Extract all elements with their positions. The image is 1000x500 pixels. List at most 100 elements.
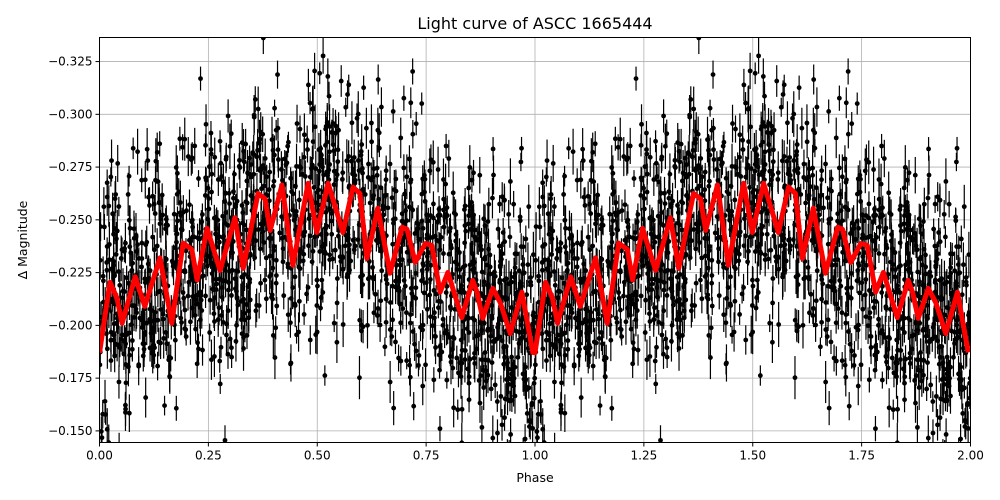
data-point [716, 293, 722, 299]
data-point [681, 315, 687, 321]
data-point [616, 295, 622, 301]
data-point [383, 319, 389, 325]
data-point [408, 285, 414, 291]
data-point [414, 227, 420, 232]
data-point [825, 195, 830, 201]
data-point [514, 251, 520, 257]
data-point [327, 149, 332, 155]
data-point [155, 363, 161, 369]
data-point [775, 176, 781, 182]
data-point [495, 430, 500, 436]
data-point [664, 293, 670, 298]
data-point [919, 231, 925, 237]
data-point [233, 338, 239, 344]
data-point [327, 252, 333, 258]
data-point [770, 276, 776, 281]
data-point [666, 189, 672, 195]
data-point [846, 403, 852, 409]
data-point [924, 386, 930, 392]
data-point [712, 230, 718, 236]
data-point [170, 263, 176, 269]
data-point [507, 234, 513, 240]
data-point [462, 290, 467, 296]
data-point [825, 241, 831, 247]
data-point [396, 285, 402, 291]
data-point [444, 377, 450, 383]
data-point [390, 241, 396, 247]
data-point [212, 319, 217, 324]
data-point [292, 301, 298, 307]
data-point [129, 268, 134, 274]
data-point [709, 257, 715, 263]
data-point [192, 143, 198, 149]
data-point [371, 166, 377, 172]
data-point [828, 339, 834, 345]
data-point [174, 191, 180, 197]
data-point [871, 305, 877, 311]
data-points [99, 37, 971, 457]
data-point [634, 220, 640, 225]
data-point [345, 271, 350, 277]
data-point [562, 244, 568, 250]
data-point [562, 410, 568, 416]
data-point [544, 158, 550, 164]
data-point [942, 452, 947, 457]
data-point [608, 337, 614, 343]
data-point [590, 149, 596, 155]
data-point [169, 258, 175, 264]
data-point [600, 341, 605, 347]
data-point [552, 379, 557, 385]
data-point [579, 320, 585, 326]
data-point [116, 204, 122, 209]
data-point [860, 306, 866, 312]
data-point [801, 161, 807, 167]
data-point [946, 201, 952, 207]
data-point [902, 165, 908, 170]
data-point [137, 315, 143, 321]
data-point [492, 269, 497, 275]
data-point [117, 447, 122, 452]
data-point [128, 322, 134, 328]
data-point [448, 359, 454, 365]
data-point [379, 104, 384, 110]
data-point [187, 202, 192, 208]
data-point [108, 174, 114, 180]
data-point [958, 436, 963, 442]
data-point [943, 432, 949, 437]
data-point [887, 306, 893, 312]
data-point [233, 204, 239, 210]
data-point [209, 357, 214, 363]
data-point [540, 180, 546, 186]
data-point [239, 202, 245, 208]
data-point [770, 172, 776, 178]
data-point [619, 334, 625, 340]
data-point [410, 131, 416, 137]
data-point [369, 120, 374, 126]
data-point [270, 183, 276, 189]
data-point [666, 239, 672, 244]
data-point [930, 399, 936, 404]
data-point [202, 193, 208, 198]
data-point [675, 298, 681, 304]
data-point [591, 339, 597, 345]
data-point [382, 344, 388, 350]
data-point [565, 260, 571, 266]
data-point [490, 435, 496, 441]
data-point [715, 235, 720, 241]
data-point [109, 158, 114, 164]
data-point [258, 280, 264, 286]
data-point [590, 243, 596, 249]
data-point [638, 175, 644, 181]
data-point [851, 362, 857, 368]
data-point [231, 189, 236, 195]
data-point [532, 375, 538, 381]
data-point [905, 315, 911, 321]
data-point [503, 297, 508, 302]
data-point [458, 374, 464, 379]
data-point [562, 217, 568, 223]
data-point [531, 395, 537, 401]
data-point [359, 328, 364, 334]
data-point [857, 290, 863, 296]
data-point [554, 255, 560, 261]
data-point [247, 297, 253, 303]
